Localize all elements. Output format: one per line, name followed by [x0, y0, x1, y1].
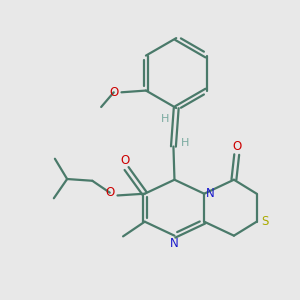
Text: N: N: [170, 237, 179, 250]
Text: S: S: [262, 215, 269, 228]
Text: O: O: [109, 86, 119, 99]
Text: O: O: [120, 154, 129, 167]
Text: H: H: [161, 113, 169, 124]
Text: H: H: [180, 138, 189, 148]
Text: O: O: [232, 140, 241, 153]
Text: O: O: [105, 186, 114, 199]
Text: N: N: [206, 187, 215, 200]
